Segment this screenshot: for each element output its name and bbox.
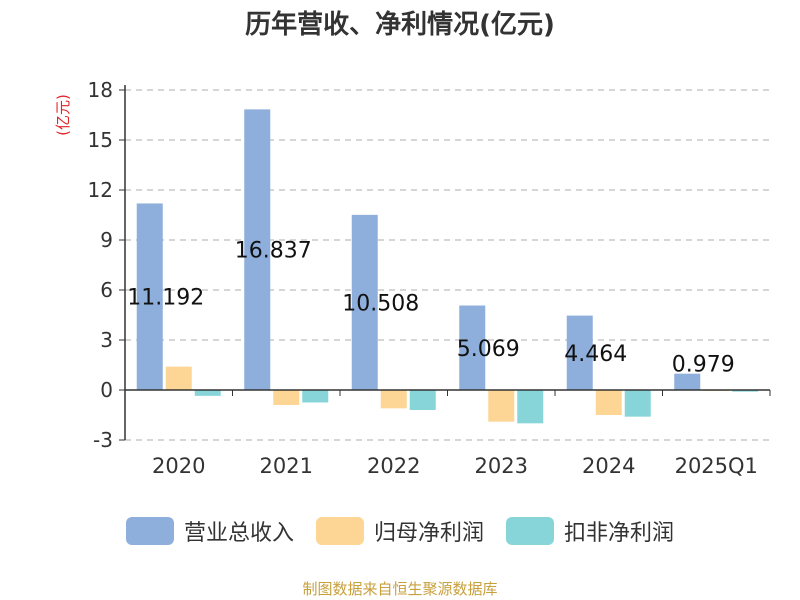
bar — [732, 390, 759, 392]
bar — [517, 390, 544, 424]
y-tick-label: 18 — [88, 78, 113, 102]
bar — [488, 390, 515, 422]
bar — [273, 390, 300, 405]
legend-swatch-net-profit — [315, 517, 364, 545]
legend: 营业总收入 归母净利润 扣非净利润 — [0, 515, 800, 547]
bar — [165, 366, 192, 390]
legend-label-deducted-profit: 扣非净利润 — [564, 521, 675, 546]
bar — [380, 390, 407, 409]
data-label: 4.464 — [564, 342, 627, 367]
bar — [595, 390, 622, 415]
x-tick-label: 2022 — [367, 454, 420, 478]
y-tick-label: 6 — [100, 278, 113, 302]
bar — [351, 214, 378, 390]
y-tick-label: 0 — [100, 378, 113, 402]
x-tick-label: 2023 — [475, 454, 528, 478]
bar — [566, 315, 593, 390]
data-label: 11.192 — [127, 286, 204, 311]
y-tick-label: 15 — [88, 128, 113, 152]
bar — [624, 390, 651, 417]
bar — [194, 390, 221, 396]
bar — [244, 109, 271, 390]
bar — [409, 390, 436, 410]
source-note: 制图数据来自恒生聚源数据库 — [302, 580, 498, 598]
legend-swatch-revenue — [125, 517, 174, 545]
y-tick-label: 9 — [100, 228, 113, 252]
bar — [136, 203, 163, 390]
legend-item-revenue[interactable]: 营业总收入 — [125, 515, 294, 547]
data-label: 0.979 — [672, 353, 735, 378]
y-tick-label: -3 — [93, 428, 113, 452]
data-label: 5.069 — [457, 337, 520, 362]
x-tick-label: 2020 — [152, 454, 205, 478]
y-tick-label: 12 — [88, 178, 113, 202]
x-tick-label: 2021 — [260, 454, 313, 478]
data-label: 16.837 — [235, 239, 312, 264]
bar — [302, 390, 329, 403]
legend-swatch-deducted-profit — [506, 517, 554, 545]
x-tick-label: 2024 — [582, 454, 635, 478]
bar — [459, 305, 486, 390]
bar — [674, 373, 701, 390]
legend-item-deducted-profit[interactable]: 扣非净利润 — [506, 515, 674, 547]
chart-title: 历年营收、净利情况(亿元) — [245, 10, 555, 40]
legend-item-net-profit[interactable]: 归母净利润 — [315, 515, 484, 547]
legend-label-revenue: 营业总收入 — [183, 521, 294, 546]
x-tick-label: 2025Q1 — [675, 454, 758, 478]
y-tick-label: 3 — [100, 328, 113, 352]
legend-label-net-profit: 归母净利润 — [373, 521, 484, 546]
y-axis-label: (亿元) — [54, 94, 72, 136]
data-label: 10.508 — [342, 291, 419, 316]
